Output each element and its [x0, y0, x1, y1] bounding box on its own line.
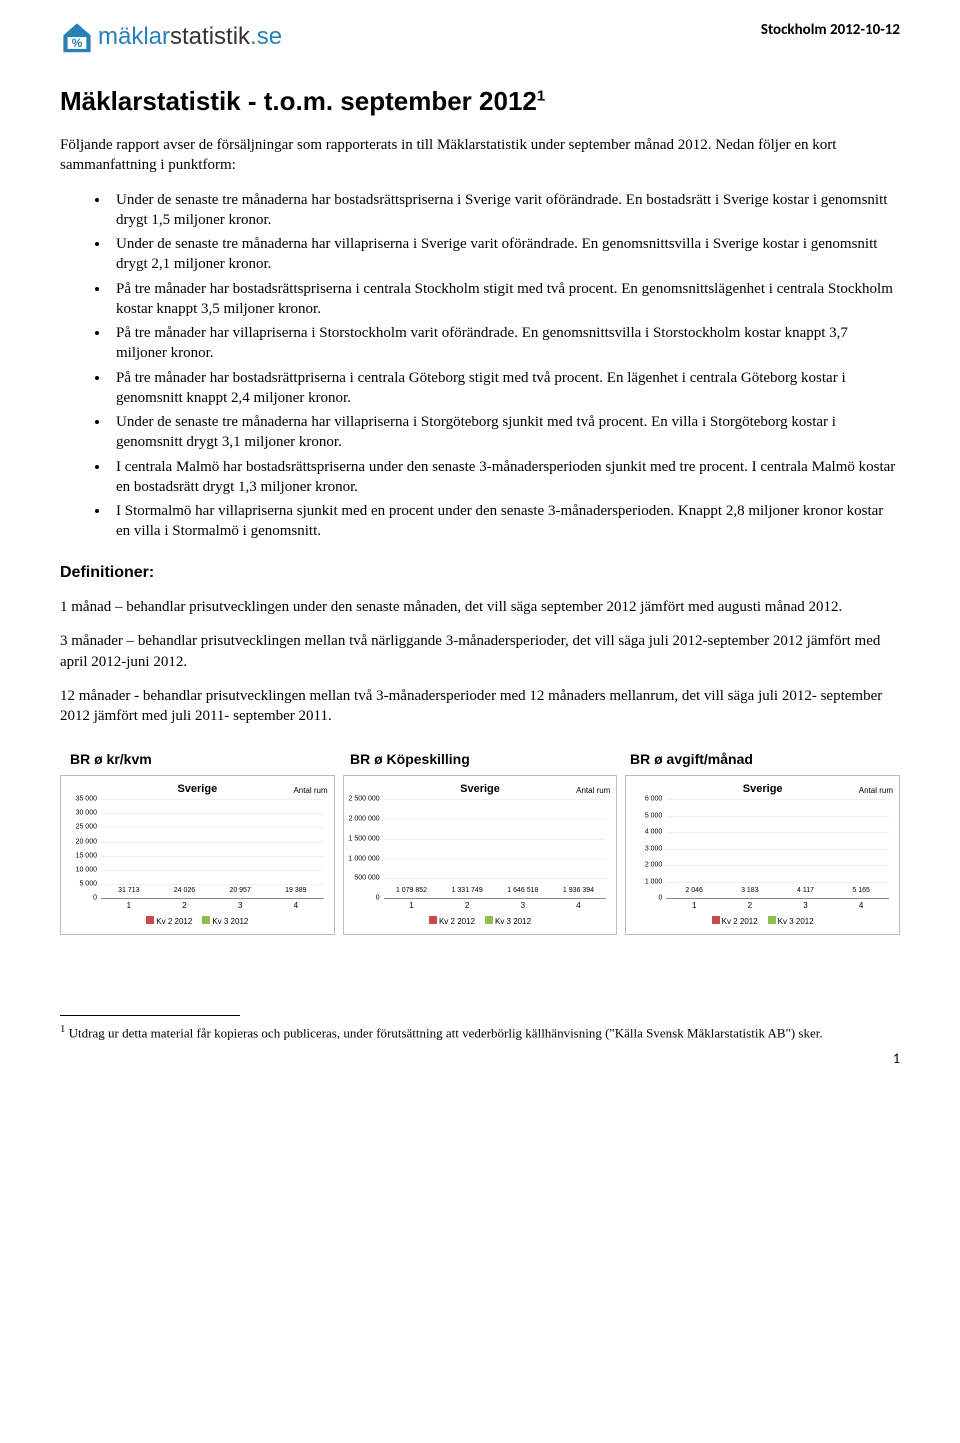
- chart-kopeskilling: SverigeAntal rum0500 0001 000 0001 500 0…: [343, 775, 618, 935]
- bullet-item: I centrala Malmö har bostadsrättsprisern…: [110, 457, 900, 498]
- logo-text: mäklarstatistik.se: [98, 21, 282, 53]
- chart-kr-kvm: SverigeAntal rum05 00010 00015 00020 000…: [60, 775, 335, 935]
- chart-header: BR ø avgift/månad: [620, 750, 900, 769]
- definitions-heading: Definitioner:: [60, 562, 900, 584]
- bullet-item: Under de senaste tre månaderna har villa…: [110, 412, 900, 453]
- percent-house-icon: %: [60, 20, 94, 54]
- logo: % mäklarstatistik.se: [60, 20, 282, 54]
- date-stamp: Stockholm 2012-10-12: [761, 20, 900, 40]
- page-header: % mäklarstatistik.se Stockholm 2012-10-1…: [60, 20, 900, 54]
- definition-paragraph: 3 månader – behandlar prisutvecklingen m…: [60, 631, 900, 672]
- intro-paragraph: Följande rapport avser de försäljningar …: [60, 135, 900, 176]
- definition-paragraph: 12 månader - behandlar prisutvecklingen …: [60, 686, 900, 727]
- summary-bullets: Under de senaste tre månaderna har bosta…: [60, 190, 900, 542]
- chart-headers: BR ø kr/kvm BR ø Köpeskilling BR ø avgif…: [60, 750, 900, 769]
- bullet-item: På tre månader har bostadsrättpriserna i…: [110, 368, 900, 409]
- page-title: Mäklarstatistik - t.o.m. september 20121: [60, 84, 900, 119]
- footnote-separator: [60, 1015, 240, 1016]
- svg-text:%: %: [72, 36, 83, 50]
- bullet-item: Under de senaste tre månaderna har bosta…: [110, 190, 900, 231]
- charts-row: SverigeAntal rum05 00010 00015 00020 000…: [60, 775, 900, 935]
- bullet-item: Under de senaste tre månaderna har villa…: [110, 234, 900, 275]
- chart-header: BR ø Köpeskilling: [340, 750, 620, 769]
- bullet-item: På tre månader har villapriserna i Stors…: [110, 323, 900, 364]
- chart-avgift: SverigeAntal rum01 0002 0003 0004 0005 0…: [625, 775, 900, 935]
- page-number: 1: [60, 1050, 900, 1069]
- footnote: 1 Utdrag ur detta material får kopieras …: [60, 1022, 900, 1042]
- bullet-item: På tre månader har bostadsrättspriserna …: [110, 279, 900, 320]
- definition-paragraph: 1 månad – behandlar prisutvecklingen und…: [60, 597, 900, 617]
- chart-header: BR ø kr/kvm: [60, 750, 340, 769]
- bullet-item: I Stormalmö har villapriserna sjunkit me…: [110, 501, 900, 542]
